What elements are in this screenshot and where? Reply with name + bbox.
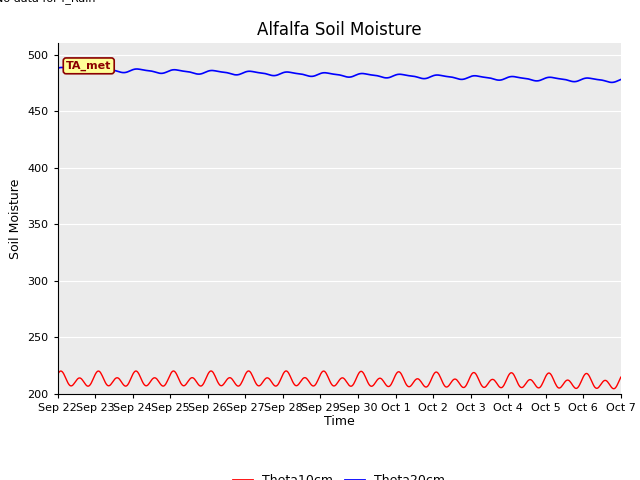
Y-axis label: Soil Moisture: Soil Moisture — [9, 178, 22, 259]
X-axis label: Time: Time — [324, 415, 355, 429]
Text: No data for f_Rain: No data for f_Rain — [0, 0, 95, 4]
Text: TA_met: TA_met — [66, 61, 111, 71]
Title: Alfalfa Soil Moisture: Alfalfa Soil Moisture — [257, 21, 422, 39]
Legend: Theta10cm, Theta20cm: Theta10cm, Theta20cm — [228, 469, 450, 480]
